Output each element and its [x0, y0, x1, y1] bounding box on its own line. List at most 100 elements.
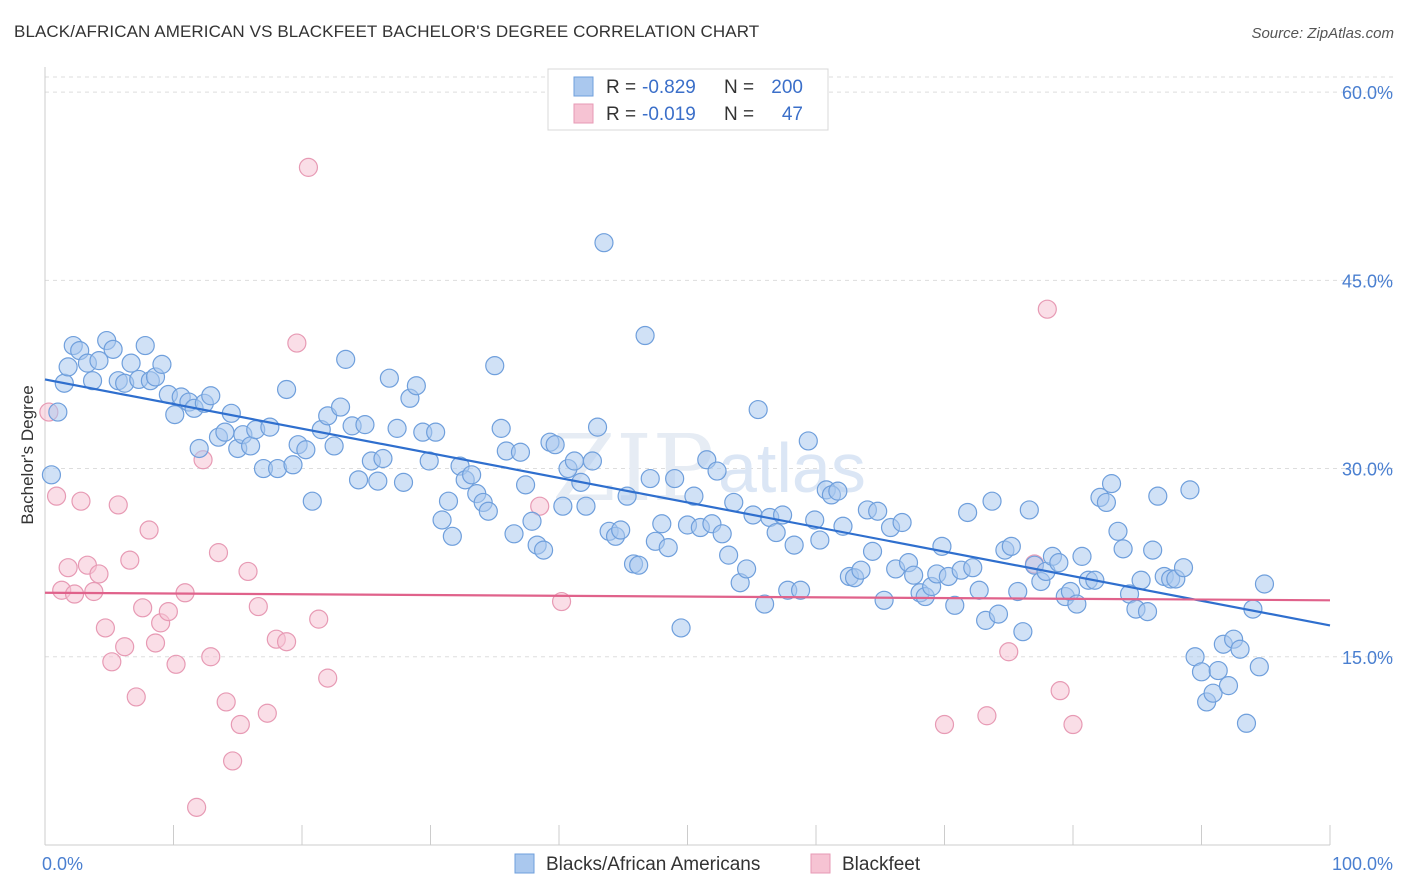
blackfeet-trend-line	[44, 591, 1331, 602]
blacks-point-0	[41, 465, 62, 485]
blacks-point-180	[1143, 540, 1163, 560]
legend-r-label-2: R =	[606, 104, 636, 125]
blackfeet-point-20	[166, 654, 186, 674]
blacks-point-85	[576, 496, 596, 516]
source-label: Source: ZipAtlas.com	[1251, 25, 1394, 42]
blacks-point-57	[406, 376, 426, 396]
blacks-point-147	[945, 595, 965, 615]
blackfeet-point-13	[120, 550, 140, 570]
blackfeet-point-17	[145, 633, 166, 653]
blacks-point-100	[665, 468, 685, 489]
blacks-point-10	[103, 339, 123, 359]
blacks-point-168	[1072, 546, 1092, 566]
blacks-trend-line	[44, 378, 1331, 627]
blacks-point-153	[982, 491, 1002, 511]
blacks-point-15	[135, 335, 155, 356]
blacks-point-121	[790, 580, 811, 600]
blackfeet-point-10	[102, 652, 122, 672]
legend-n-label-2: N =	[724, 104, 754, 125]
blackfeet-point-9	[95, 618, 115, 638]
x-tick-label-max: 100.0%	[1332, 854, 1393, 874]
legend-r-value-2: -0.019	[642, 104, 696, 125]
blacks-point-198	[1249, 657, 1269, 677]
blacks-point-94	[629, 555, 649, 575]
blacks-point-62	[438, 491, 459, 511]
blacks-point-108	[712, 524, 732, 544]
blackfeet-point-36	[309, 609, 329, 629]
y-tick-label-30: 30.0%	[1342, 460, 1393, 480]
blacks-point-78	[533, 540, 554, 560]
blacks-point-107	[707, 461, 727, 481]
blacks-point-80	[545, 435, 565, 455]
blackfeet-point-37	[318, 668, 338, 688]
blacks-point-131	[851, 560, 871, 580]
blacks-point-60	[426, 422, 446, 442]
blacks-point-98	[652, 514, 672, 534]
blackfeet-point-14	[126, 687, 146, 707]
y-tick-label-15: 15.0%	[1342, 648, 1393, 668]
blacks-point-18	[152, 354, 172, 374]
blacks-point-3	[58, 357, 78, 377]
blackfeet-point-44	[1037, 299, 1057, 319]
blacks-points	[41, 233, 1275, 733]
blackfeet-point-25	[208, 543, 229, 563]
blacks-point-101	[671, 618, 691, 638]
legend-bottom-label-pink: Blackfeet	[842, 854, 921, 875]
blacks-point-191	[1208, 660, 1228, 681]
legend-r-label-1: R =	[606, 77, 636, 98]
legend-swatch-pink	[573, 103, 594, 124]
blacks-point-75	[515, 475, 536, 495]
blacks-point-76	[522, 511, 542, 531]
legend-r-value-1: -0.829	[642, 77, 696, 98]
blacks-point-115	[754, 594, 775, 614]
blacks-point-185	[1173, 558, 1194, 578]
blacks-point-70	[485, 356, 505, 376]
legend-bottom: Blacks/African Americans Blackfeet	[514, 853, 921, 875]
blackfeet-point-22	[187, 797, 207, 817]
blacks-point-138	[892, 512, 912, 533]
blacks-point-149	[958, 502, 978, 523]
blacks-point-172	[1096, 492, 1117, 513]
blacks-point-74	[510, 442, 531, 462]
blacks-point-81	[553, 496, 573, 516]
blacks-point-110	[724, 492, 744, 513]
blacks-point-63	[442, 526, 462, 546]
blackfeet-point-8	[89, 564, 109, 584]
blacks-point-99	[658, 538, 678, 558]
blackfeet-point-41	[977, 706, 997, 726]
blacks-point-7	[82, 371, 103, 391]
legend-bottom-swatch-pink	[810, 853, 831, 874]
blackfeet-point-16	[139, 520, 159, 540]
blacks-point-124	[810, 530, 830, 550]
blackfeet-point-5	[71, 491, 91, 511]
blacks-point-178	[1131, 570, 1151, 590]
legend-box	[547, 68, 829, 131]
blackfeet-point-46	[1063, 714, 1083, 735]
blacks-point-158	[1013, 622, 1033, 642]
blackfeet-point-19	[158, 601, 178, 622]
blacks-point-91	[611, 520, 631, 540]
blacks-point-173	[1101, 474, 1122, 494]
blacks-point-95	[635, 325, 655, 346]
blackfeet-point-24	[201, 647, 221, 667]
blacks-point-181	[1148, 486, 1168, 506]
blackfeet-point-42	[999, 642, 1019, 662]
blackfeet-point-38	[530, 496, 550, 516]
blacks-point-40	[296, 440, 316, 460]
blacks-point-188	[1191, 662, 1212, 682]
y-axis-label: Bachelor's Degree	[18, 385, 37, 524]
blackfeet-points	[39, 157, 1083, 817]
blacks-point-193	[1218, 676, 1239, 696]
blacks-point-83	[564, 451, 585, 471]
blackfeet-point-27	[223, 751, 243, 771]
blacks-point-45	[330, 397, 351, 417]
blacks-point-28	[215, 422, 235, 442]
blacks-point-109	[719, 545, 739, 565]
y-tick-labels: 15.0% 30.0% 45.0% 60.0%	[1342, 83, 1393, 668]
blacks-point-46	[336, 349, 356, 369]
legend-n-value-1: 200	[771, 77, 803, 98]
blacks-point-96	[640, 468, 660, 489]
blacks-point-114	[748, 399, 768, 420]
blacks-point-13	[121, 353, 141, 373]
